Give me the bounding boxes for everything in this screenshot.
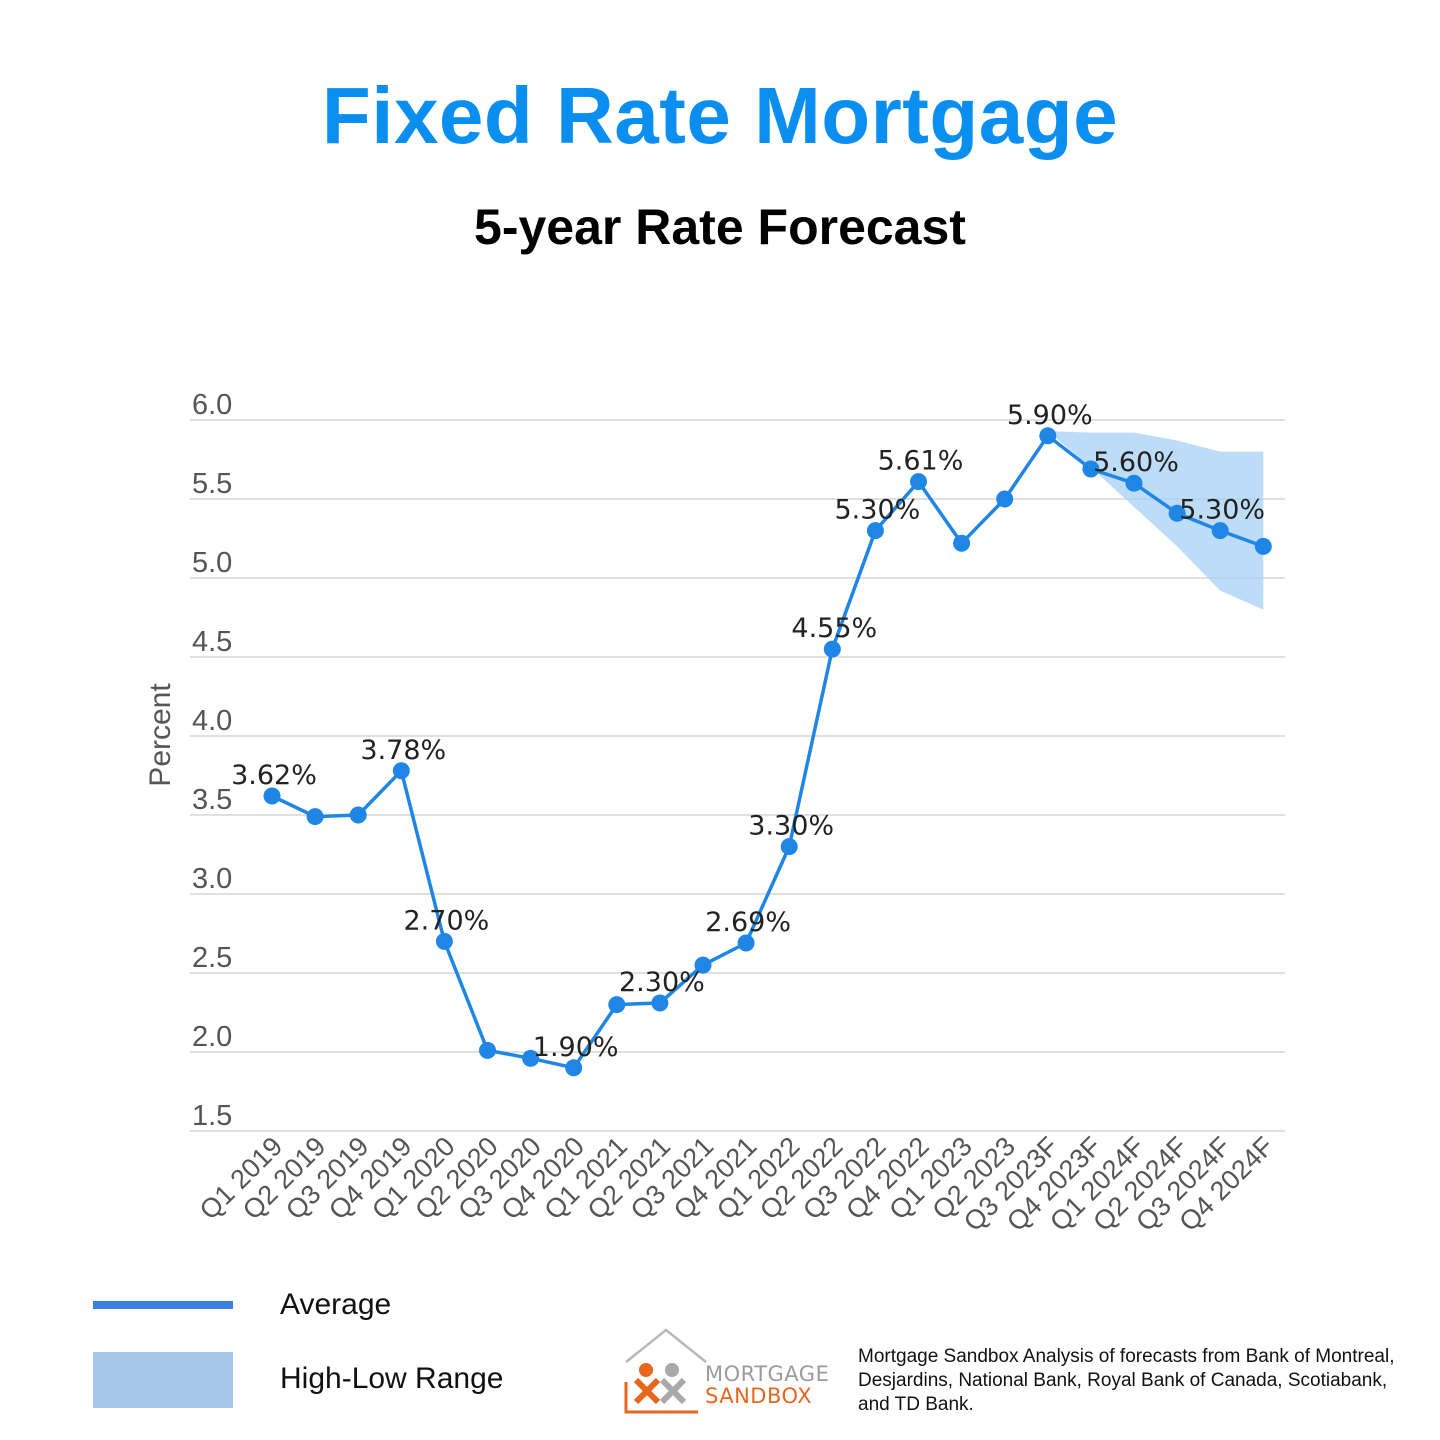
data-label: 5.90% <box>1007 400 1093 431</box>
data-point <box>1039 427 1057 445</box>
y-tick-label: 2.5 <box>192 942 232 974</box>
data-label: 5.30% <box>1179 495 1265 526</box>
y-tick-label: 3.5 <box>192 784 232 816</box>
logo-text-sandbox: SANDBOX <box>705 1384 813 1408</box>
data-point <box>1254 537 1272 555</box>
high-low-range <box>1047 431 1264 610</box>
data-point <box>608 996 626 1014</box>
logo-text-mortgage: MORTGAGE <box>705 1362 830 1386</box>
data-point <box>349 806 367 824</box>
data-point <box>1168 504 1186 522</box>
data-point <box>435 932 453 950</box>
data-point <box>1082 460 1100 478</box>
legend-average-swatch <box>93 1301 233 1309</box>
data-point <box>910 473 927 491</box>
legend-average-label: Average <box>280 1288 392 1321</box>
chart-title: Fixed Rate Mortgage <box>321 71 1119 160</box>
mortgage-sandbox-logo-icon <box>624 1328 707 1414</box>
data-label: 5.60% <box>1093 447 1179 478</box>
data-point <box>953 534 971 552</box>
y-tick-label: 4.0 <box>192 705 232 737</box>
data-point <box>522 1049 540 1067</box>
data-point <box>866 522 884 540</box>
data-point <box>392 762 410 780</box>
data-label: 3.78% <box>360 735 446 766</box>
data-point <box>263 787 281 805</box>
data-point <box>737 934 755 952</box>
y-axis-ticks: 1.5 2.0 2.5 3.0 3.5 4.0 4.5 5.0 5.5 6.0 <box>192 389 232 1132</box>
data-point <box>996 490 1014 508</box>
data-point <box>780 838 798 856</box>
data-point <box>565 1059 583 1077</box>
source-note: Mortgage Sandbox Analysis of forecasts f… <box>858 1346 1395 1415</box>
data-point <box>651 994 669 1012</box>
range-band <box>1047 431 1264 610</box>
y-tick-label: 5.5 <box>192 468 232 500</box>
y-axis-label: Percent <box>144 683 177 787</box>
data-label: 2.69% <box>705 907 791 938</box>
line-chart: 1.5 2.0 2.5 3.0 3.5 4.0 4.5 5.0 5.5 6.0 Q1 2019Q2… <box>144 389 1285 1237</box>
y-tick-label: 2.0 <box>192 1021 232 1053</box>
data-label: 5.61% <box>878 446 964 477</box>
y-tick-label: 5.0 <box>192 547 232 579</box>
data-label: 3.30% <box>748 811 834 842</box>
data-label: 4.55% <box>791 613 877 644</box>
data-point <box>694 956 712 974</box>
data-label: 2.30% <box>619 967 705 998</box>
legend-range-label: High-Low Range <box>280 1362 504 1395</box>
data-point <box>479 1041 496 1059</box>
chart-subtitle: 5-year Rate Forecast <box>474 199 966 255</box>
data-point <box>1125 474 1143 492</box>
data-labels: 3.62% 3.78% 2.70% 1.90% 2.30%2.69% 3.30% 4.55%… <box>231 400 1265 1063</box>
data-label: 1.90% <box>533 1032 619 1063</box>
legend-range-swatch <box>93 1352 233 1408</box>
average-series <box>263 427 1272 1077</box>
data-point <box>823 640 841 658</box>
y-tick-label: 1.5 <box>192 1100 232 1132</box>
y-tick-label: 4.5 <box>192 626 232 658</box>
grid-lines <box>190 419 1285 1132</box>
y-tick-label: 3.0 <box>192 863 232 895</box>
data-point <box>1211 522 1229 540</box>
data-label: 5.30% <box>835 495 921 526</box>
data-point <box>306 808 324 826</box>
y-tick-label: 6.0 <box>192 389 232 421</box>
data-label: 2.70% <box>404 905 490 936</box>
data-label: 3.62% <box>231 760 317 791</box>
